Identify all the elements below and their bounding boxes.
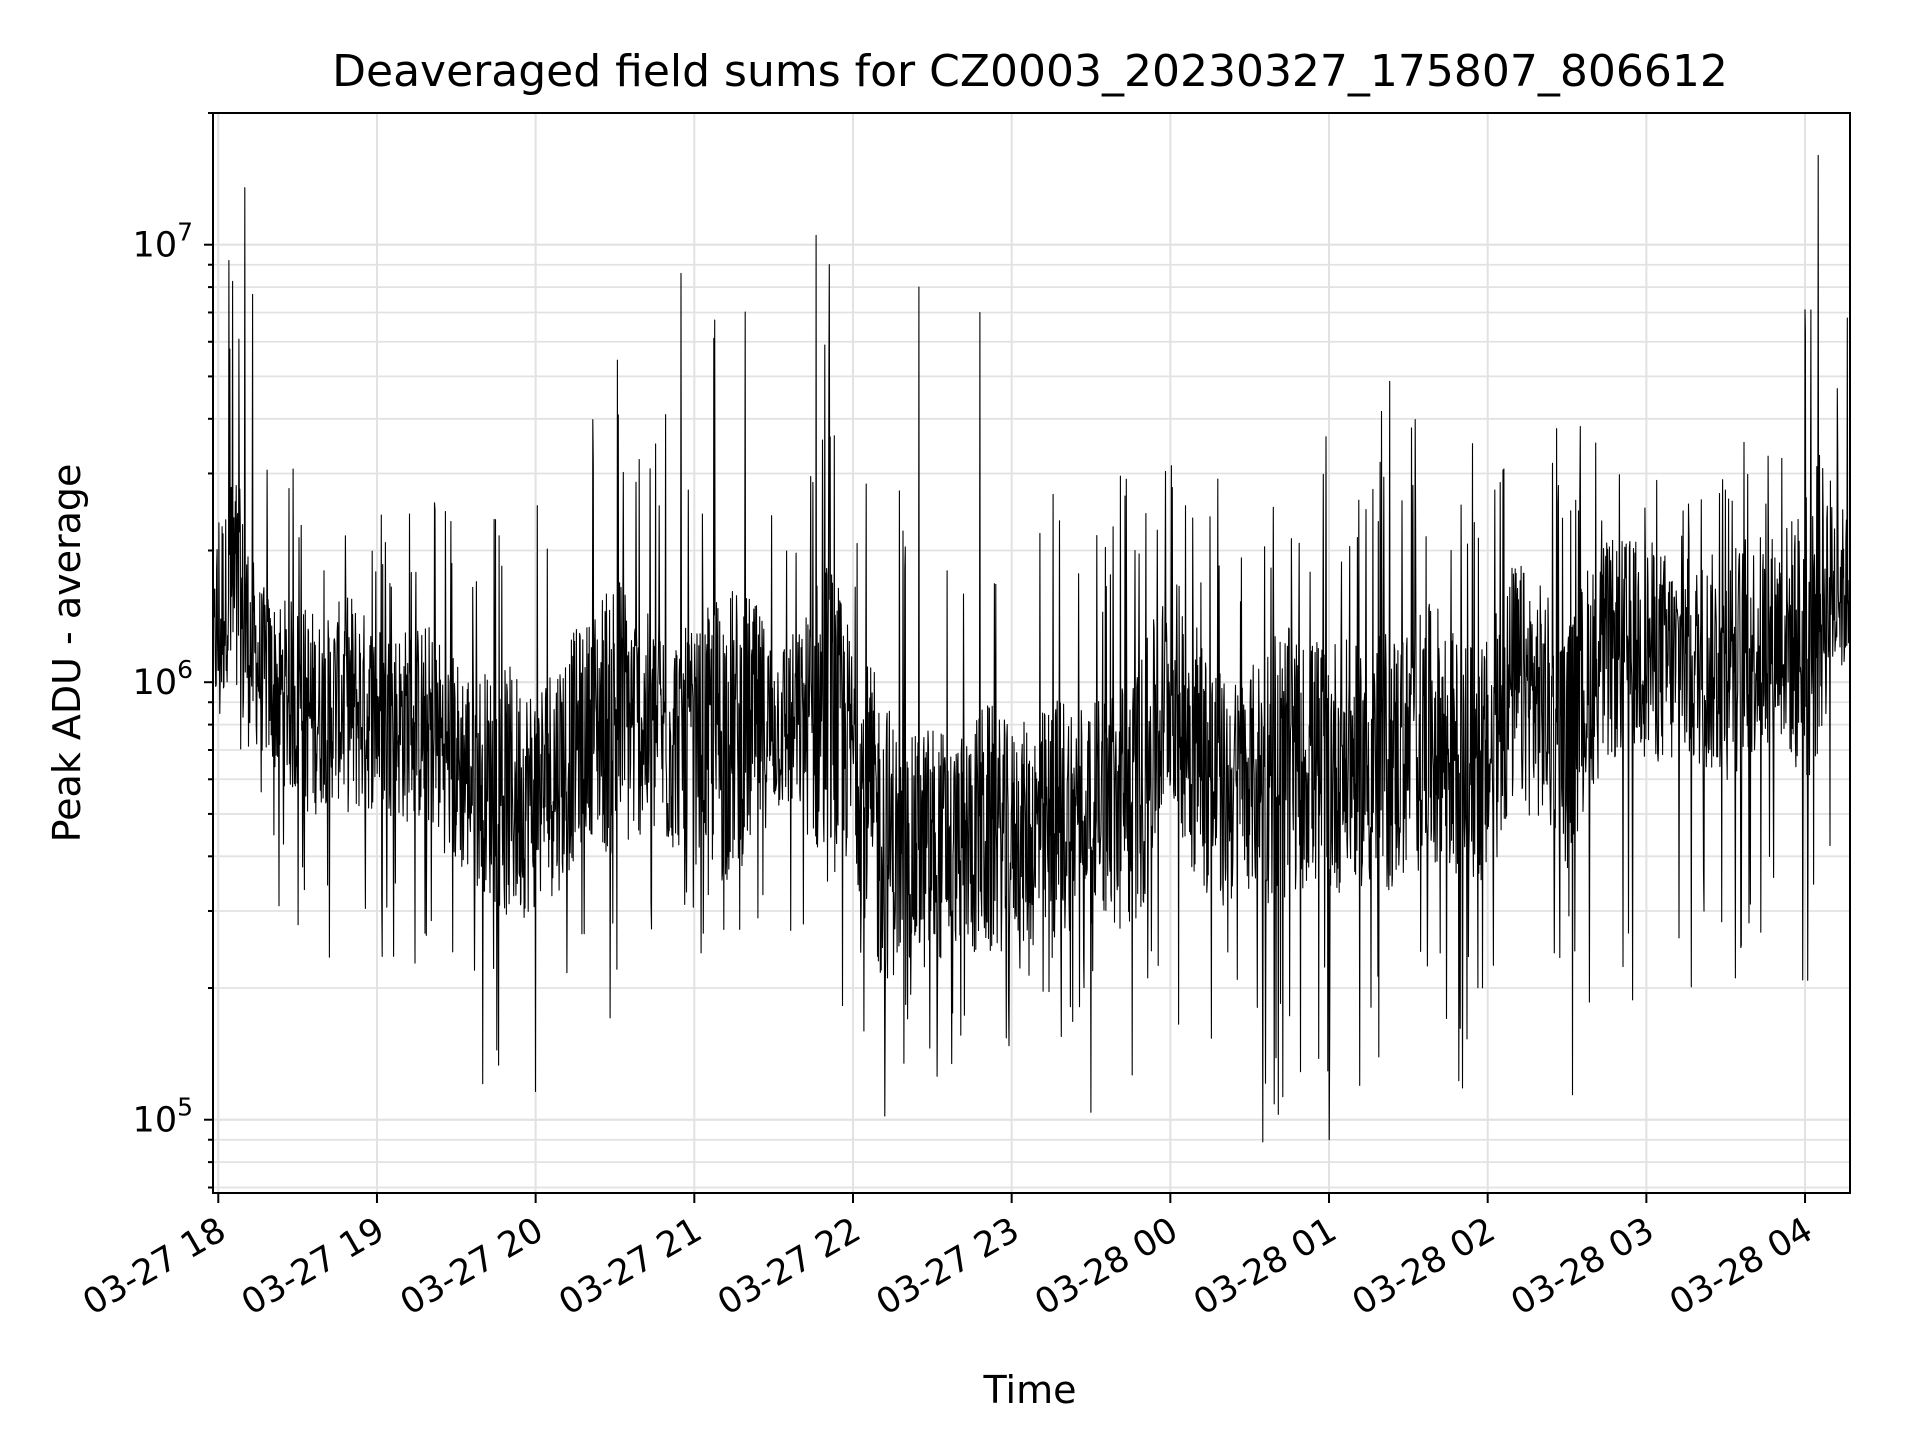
- x-tick-label: 03-28 01: [1187, 1210, 1343, 1323]
- x-tick-label: 03-27 19: [235, 1210, 391, 1323]
- x-tick-label: 03-28 03: [1505, 1210, 1661, 1323]
- x-tick-label: 03-27 21: [553, 1210, 709, 1323]
- y-tick-base: 10: [133, 1101, 178, 1141]
- x-tick-label: 03-27 18: [76, 1210, 232, 1323]
- y-axis-label: Peak ADU - average: [45, 464, 89, 843]
- chart-title: Deaveraged field sums for CZ0003_2023032…: [332, 46, 1728, 97]
- x-tick-label: 03-28 04: [1663, 1210, 1819, 1323]
- series-line: [212, 154, 1851, 1143]
- y-tick-exponent: 6: [177, 655, 193, 684]
- x-tick-label: 03-27 20: [394, 1210, 550, 1323]
- y-tick-label: 107: [133, 218, 193, 266]
- y-tick-base: 10: [133, 226, 178, 266]
- x-tick-label: 03-28 00: [1029, 1210, 1185, 1323]
- x-axis: 03-27 18 03-27 19 03-27 20 03-27 21 03-27 22…: [76, 1193, 1820, 1323]
- series-path: [212, 154, 1851, 1143]
- x-tick-label: 03-27 23: [870, 1210, 1026, 1323]
- x-tick-label: 03-28 02: [1346, 1210, 1502, 1323]
- plot-frame: [212, 112, 1851, 1194]
- x-axis-label: Time: [983, 1368, 1077, 1412]
- y-tick-base: 10: [133, 663, 178, 703]
- y-tick-label: 105: [133, 1093, 193, 1141]
- y-tick-exponent: 7: [177, 218, 193, 247]
- y-tick-label: 106: [133, 655, 193, 703]
- x-tick-label: 03-27 22: [711, 1210, 867, 1323]
- y-tick-exponent: 5: [177, 1093, 193, 1122]
